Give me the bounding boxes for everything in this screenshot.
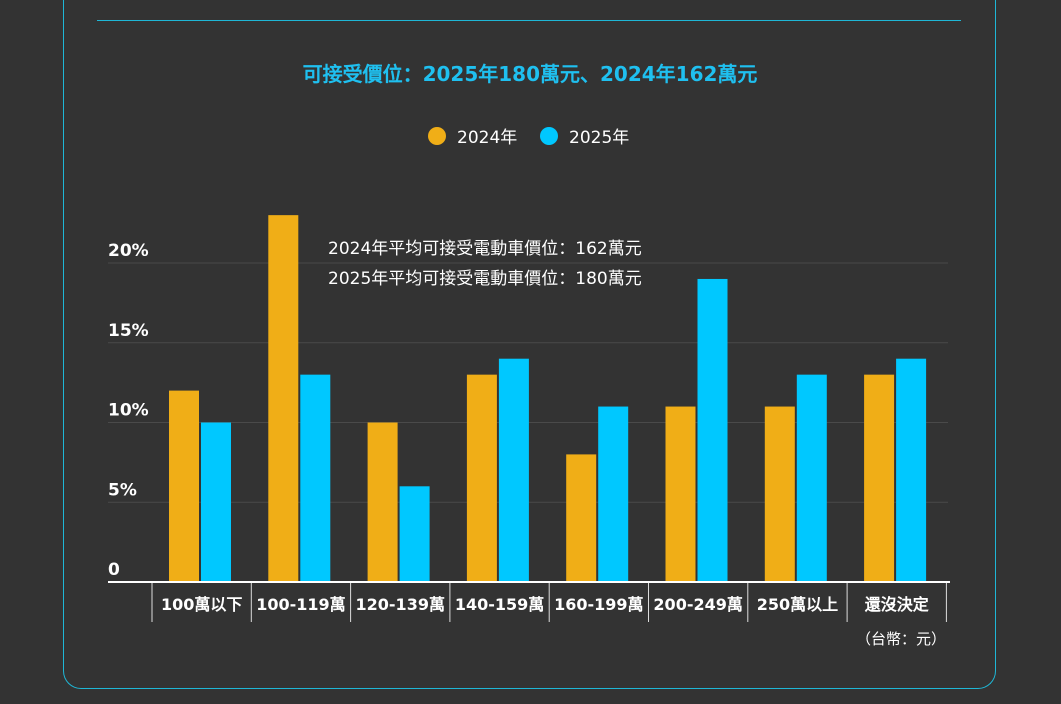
bar-2024 — [665, 406, 696, 582]
bar-2024 — [466, 374, 497, 582]
bar-2025 — [201, 422, 231, 582]
bar-2025 — [598, 406, 629, 582]
legend-label: 2024年 — [457, 128, 517, 148]
x-tick-label: 100-119萬 — [256, 595, 345, 614]
legend-label: 2025年 — [569, 128, 629, 148]
bar-2024 — [367, 422, 398, 582]
top-divider — [97, 20, 961, 21]
y-tick-label: 20% — [108, 241, 149, 261]
y-tick-label: 5% — [108, 480, 137, 500]
bar-2025 — [697, 278, 728, 582]
bar-2025 — [300, 374, 331, 582]
y-tick-label: 0 — [108, 560, 120, 580]
y-tick-label: 10% — [108, 401, 149, 421]
average-annotation: 2024年平均可接受電動車價位：162萬元 — [328, 239, 642, 259]
bar-2024 — [764, 406, 795, 582]
x-tick-label: 200-249萬 — [653, 595, 742, 614]
bar-2025 — [399, 486, 430, 582]
legend-marker — [540, 127, 558, 145]
bar-2024 — [268, 215, 299, 582]
bar-2025 — [896, 358, 927, 582]
x-tick-label: 140-159萬 — [455, 595, 544, 614]
bar-2025 — [498, 358, 529, 582]
y-tick-label: 15% — [108, 321, 149, 341]
x-tick-label: 120-139萬 — [356, 595, 445, 614]
bar-2025 — [796, 374, 827, 582]
bar-2024 — [566, 454, 597, 582]
chart-title: 可接受價位：2025年180萬元、2024年162萬元 — [303, 62, 758, 86]
bar-2024 — [864, 374, 895, 582]
legend-marker — [428, 127, 446, 145]
average-annotation: 2025年平均可接受電動車價位：180萬元 — [328, 269, 642, 289]
x-tick-label: 還沒決定 — [865, 595, 929, 614]
chart-card — [63, 0, 996, 689]
bar-2024 — [169, 390, 199, 582]
x-tick-label: 160-199萬 — [554, 595, 643, 614]
x-tick-label: 250萬以上 — [757, 595, 838, 614]
unit-note: （台幣：元） — [856, 630, 946, 648]
x-tick-label: 100萬以下 — [161, 595, 242, 614]
